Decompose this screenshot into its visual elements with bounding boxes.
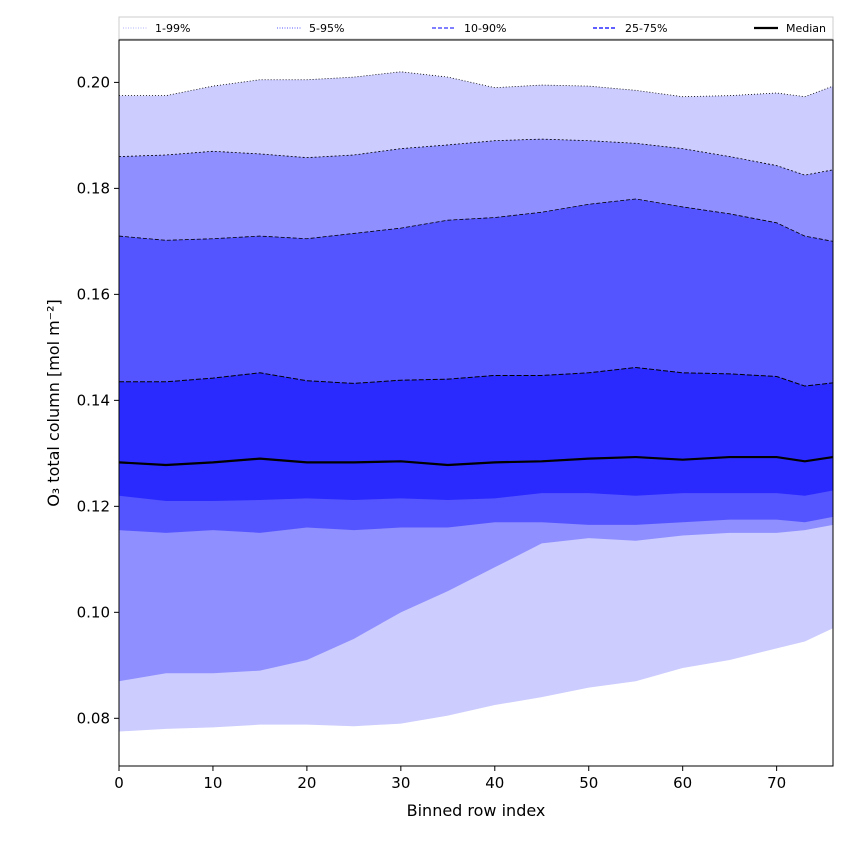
x-tick-label: 10 <box>203 774 222 792</box>
y-tick-label: 0.10 <box>77 603 110 621</box>
y-tick-label: 0.20 <box>77 73 110 91</box>
plot-area <box>119 71 833 732</box>
median-line <box>119 455 833 467</box>
x-tick-label: 70 <box>767 774 786 792</box>
x-axis: 0 10 20 30 40 50 60 70 <box>114 766 786 792</box>
x-tick-label: 30 <box>391 774 410 792</box>
band-25-75-area <box>119 367 833 502</box>
y-tick-label: 0.16 <box>77 285 110 303</box>
x-tick-label: 0 <box>114 774 124 792</box>
band-1-99-upper-edge <box>119 71 833 98</box>
band-10-90-upper-edge <box>119 198 833 242</box>
x-tick-label: 20 <box>297 774 316 792</box>
legend-label: 10-90% <box>464 22 506 35</box>
legend-box <box>118 16 834 40</box>
band-5-95-upper-edge <box>119 138 833 176</box>
x-axis-title: Binned row index <box>407 801 546 820</box>
y-axis-title: O₃ total column [mol m⁻²] <box>44 299 63 507</box>
legend-label: 25-75% <box>625 22 667 35</box>
y-tick-label: 0.12 <box>77 497 110 515</box>
y-tick-label: 0.14 <box>77 391 110 409</box>
legend-label: 1-99% <box>155 22 190 35</box>
plot-frame <box>118 39 834 767</box>
y-axis: 0.08 0.10 0.12 0.14 0.16 0.18 0.20 <box>77 73 119 727</box>
y-tick-label: 0.18 <box>77 179 110 197</box>
x-tick-label: 50 <box>579 774 598 792</box>
legend-label: 5-95% <box>309 22 344 35</box>
legend-label: Median <box>786 22 826 35</box>
x-tick-label: 60 <box>673 774 692 792</box>
legend: 1-99% 5-95% 10-90% 25-75% Median <box>118 16 834 40</box>
x-tick-label: 40 <box>485 774 504 792</box>
y-tick-label: 0.08 <box>77 709 110 727</box>
